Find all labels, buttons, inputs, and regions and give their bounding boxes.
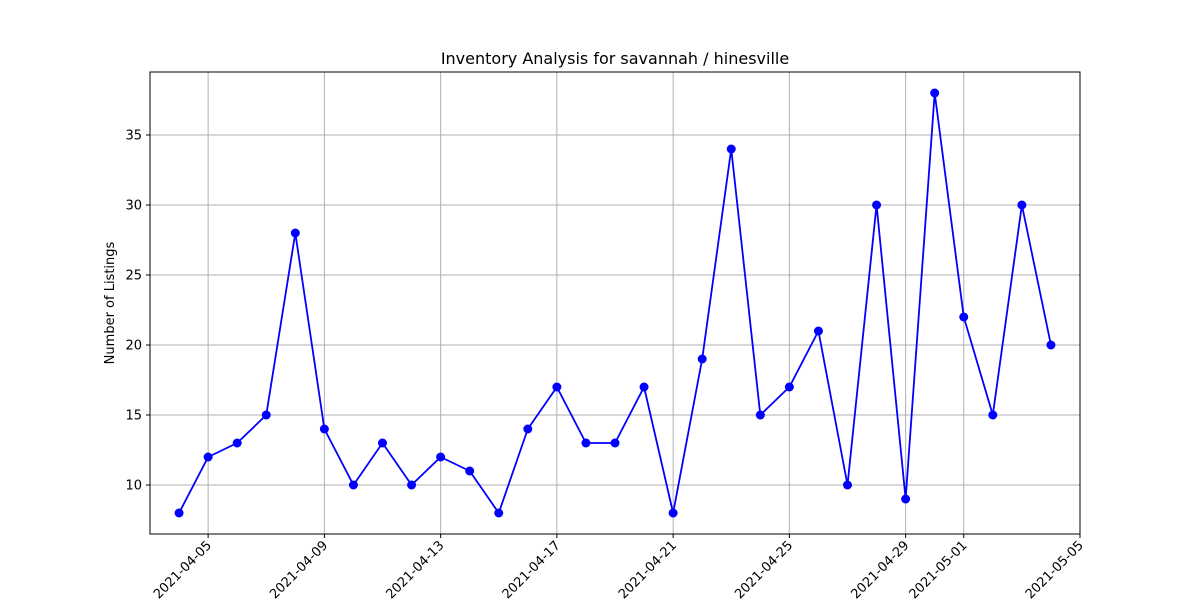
data-point: [726, 144, 736, 154]
data-point: [203, 452, 213, 462]
data-point: [1046, 340, 1056, 350]
data-point: [494, 508, 504, 518]
data-point: [290, 228, 300, 238]
data-point: [901, 494, 911, 504]
data-point: [378, 438, 387, 448]
data-point: [755, 410, 765, 420]
data-point: [1017, 200, 1027, 210]
data-point: [261, 410, 271, 420]
data-point: [319, 424, 329, 434]
data-point: [523, 424, 533, 434]
data-point: [988, 410, 998, 420]
data-point: [610, 438, 620, 448]
data-point: [174, 508, 184, 518]
chart-title: Inventory Analysis for savannah / hinesv…: [441, 49, 789, 68]
data-point: [348, 480, 358, 490]
series-layer: [174, 88, 1056, 518]
data-point: [552, 382, 562, 392]
data-point: [581, 438, 591, 448]
plot-frame: [149, 71, 1081, 535]
data-point: [697, 354, 707, 364]
y-axis-label: Number of Listings: [103, 241, 118, 364]
data-point: [784, 382, 794, 392]
data-point: [232, 438, 242, 448]
y-tick-label: 25: [125, 269, 142, 284]
y-tick-label: 10: [125, 479, 142, 494]
y-tick-label: 20: [125, 339, 142, 354]
data-point: [930, 88, 940, 98]
data-point: [407, 480, 417, 490]
data-point: [959, 312, 969, 322]
data-point: [465, 466, 475, 476]
y-tick-label: 15: [125, 409, 142, 424]
data-point: [639, 382, 649, 392]
data-point: [843, 480, 852, 490]
data-point: [668, 508, 678, 518]
y-tick-label: 35: [125, 129, 142, 144]
data-point: [872, 200, 882, 210]
data-point: [813, 326, 823, 336]
data-point: [436, 452, 446, 462]
y-tick-label: 30: [125, 199, 142, 214]
